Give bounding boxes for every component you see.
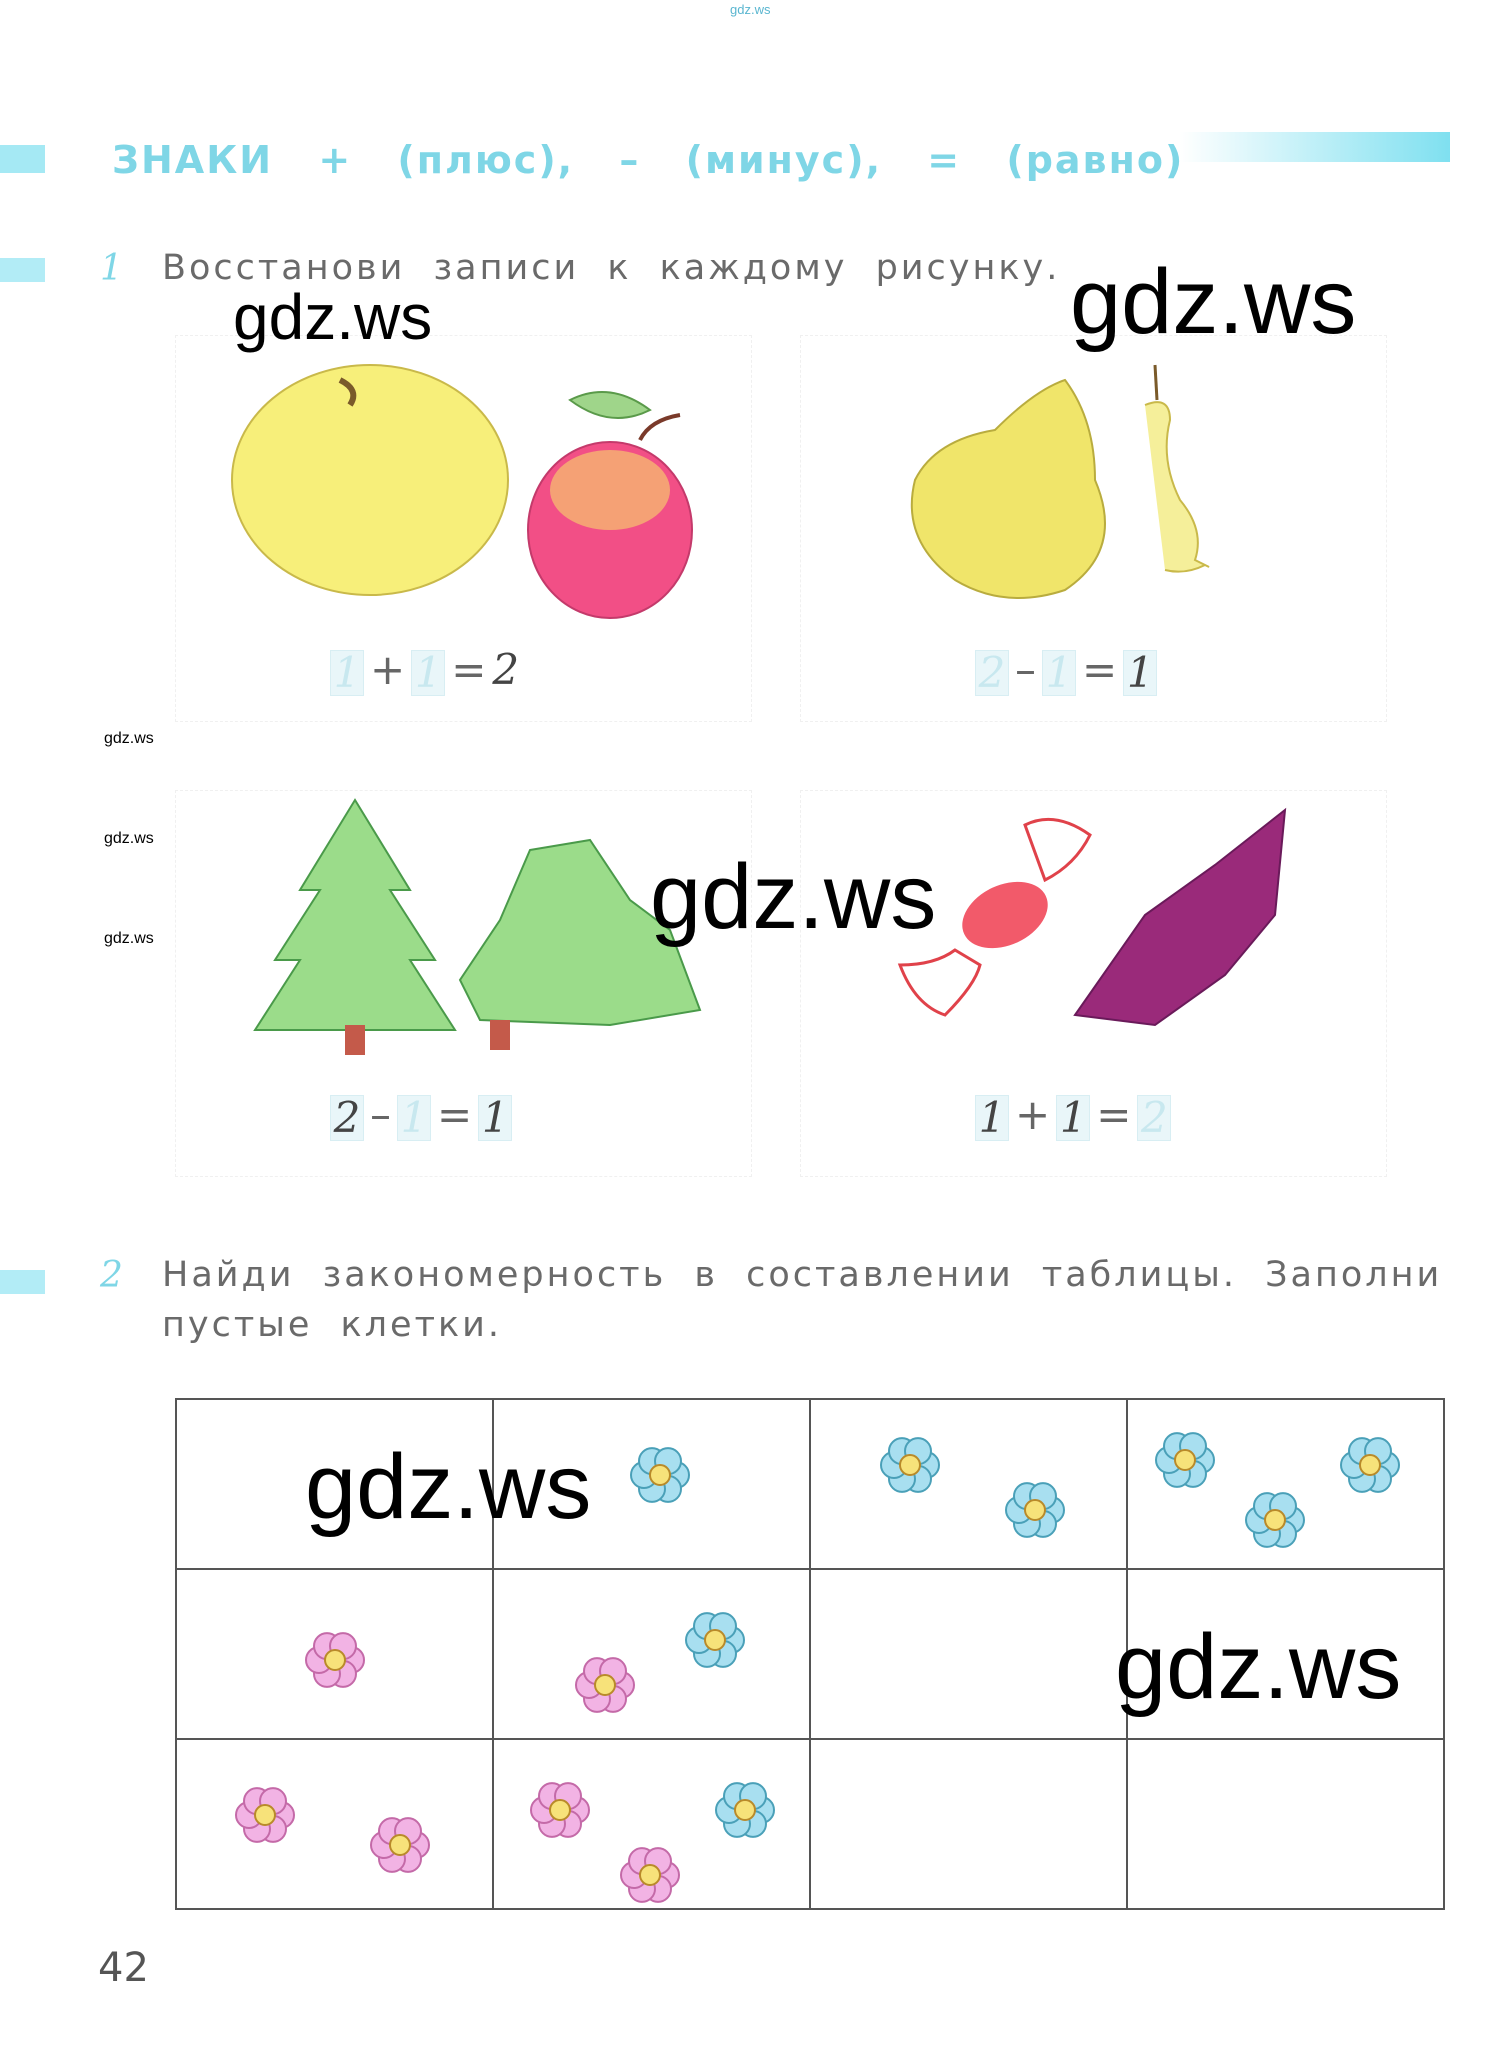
equation-3: 2–1 = 1 xyxy=(330,1090,513,1141)
table-cell[interactable] xyxy=(1126,1568,1445,1740)
eq3-op: – xyxy=(370,1090,391,1139)
eq4-eq: = xyxy=(1096,1090,1132,1139)
apples-illustration xyxy=(231,364,693,619)
title-equals: (равно) xyxy=(1006,138,1185,182)
side-watermark: gdz.ws xyxy=(104,730,154,747)
equation-4: 1 +1 = 2 xyxy=(975,1090,1172,1141)
eq3-result: 1 xyxy=(478,1094,513,1141)
task2-accent-bar xyxy=(0,1270,45,1294)
side-watermark: gdz.ws xyxy=(104,830,154,847)
panel-candies xyxy=(800,790,1387,1177)
title-plus-sign: + xyxy=(318,138,353,182)
table-cell[interactable] xyxy=(1126,1738,1445,1910)
panel-apples xyxy=(175,335,752,722)
blue-flower-icon xyxy=(630,1447,690,1503)
task2-line1: Найди закономерность в составлении табли… xyxy=(162,1255,1443,1295)
table-cell[interactable] xyxy=(809,1568,1128,1740)
pink-flower-icon xyxy=(235,1787,295,1843)
pear-illustration xyxy=(910,364,1210,599)
panel-pear xyxy=(800,335,1387,722)
side-watermark: gdz.ws xyxy=(104,930,154,947)
blue-flower-icon xyxy=(880,1437,940,1493)
blue-flower-icon xyxy=(1155,1432,1215,1488)
table-cell xyxy=(175,1398,494,1570)
blue-flower-icon xyxy=(1005,1482,1065,1538)
page-number: 42 xyxy=(98,1945,149,1991)
pink-flower-icon xyxy=(530,1782,590,1838)
table-row xyxy=(175,1568,1445,1740)
eq3-eq: = xyxy=(437,1090,473,1139)
eq4-result: 2 xyxy=(1137,1094,1172,1141)
pink-flower-icon xyxy=(575,1657,635,1713)
watermark: gdz.ws xyxy=(650,846,937,948)
equation-2: 2–1 = 1 xyxy=(975,645,1158,696)
equation-1: 1 +1 = 2 xyxy=(330,645,519,696)
blue-flower-icon xyxy=(715,1782,775,1838)
watermark: gdz.ws xyxy=(1115,1616,1402,1718)
pink-flower-icon xyxy=(370,1817,430,1873)
eq1-result: 2 xyxy=(492,645,520,694)
title-main: ЗНАКИ xyxy=(112,138,274,182)
panel-trees xyxy=(175,790,752,1177)
candies-illustration xyxy=(897,807,1287,1027)
eq2-b: 1 xyxy=(1042,649,1076,696)
eq4-b: 1 xyxy=(1056,1094,1091,1141)
task1-number: 1 xyxy=(100,248,123,289)
eq2-result: 1 xyxy=(1123,649,1158,696)
top-watermark: gdz.ws xyxy=(730,2,771,17)
table-row xyxy=(175,1738,1445,1910)
left-accent-bar xyxy=(0,145,45,173)
pink-flower-icon xyxy=(620,1847,680,1903)
watermark: gdz.ws xyxy=(233,281,433,353)
right-accent-bar xyxy=(1180,132,1450,162)
title-plus: (плюс), xyxy=(397,138,575,182)
page-title: ЗНАКИ + (плюс), – (минус), = (равно) xyxy=(112,138,1184,182)
eq2-a: 2 xyxy=(975,649,1009,696)
eq2-eq: = xyxy=(1082,645,1118,694)
eq1-b: 1 xyxy=(411,649,446,696)
table-cell[interactable] xyxy=(809,1738,1128,1910)
task1-accent-bar xyxy=(0,258,45,282)
eq3-a: 2 xyxy=(330,1094,364,1141)
eq1-op: + xyxy=(370,645,406,694)
table-cell xyxy=(175,1738,494,1910)
blue-flower-icon xyxy=(1245,1492,1305,1548)
eq3-b: 1 xyxy=(397,1094,431,1141)
eq4-op: + xyxy=(1015,1090,1051,1139)
table-cell xyxy=(492,1568,811,1740)
table-cell xyxy=(809,1398,1128,1570)
title-minus-sign: – xyxy=(619,138,641,182)
task1-text: Восстанови записи к каждому рисунку. xyxy=(162,248,1061,288)
title-equals-sign: = xyxy=(927,138,962,182)
watermark: gdz.ws xyxy=(305,1436,592,1538)
blue-flower-icon xyxy=(685,1612,745,1668)
task2-line2: пустые клетки. xyxy=(162,1305,502,1345)
eq1-eq: = xyxy=(451,645,487,694)
watermark: gdz.ws xyxy=(1070,251,1357,353)
eq2-op: – xyxy=(1015,645,1036,694)
task2-number: 2 xyxy=(100,1255,123,1296)
trees-illustration xyxy=(253,798,702,1055)
title-minus: (минус), xyxy=(685,138,883,182)
pink-flower-icon xyxy=(305,1632,365,1688)
blue-flower-icon xyxy=(1340,1437,1400,1493)
eq1-a: 1 xyxy=(330,649,364,696)
eq4-a: 1 xyxy=(975,1094,1009,1141)
